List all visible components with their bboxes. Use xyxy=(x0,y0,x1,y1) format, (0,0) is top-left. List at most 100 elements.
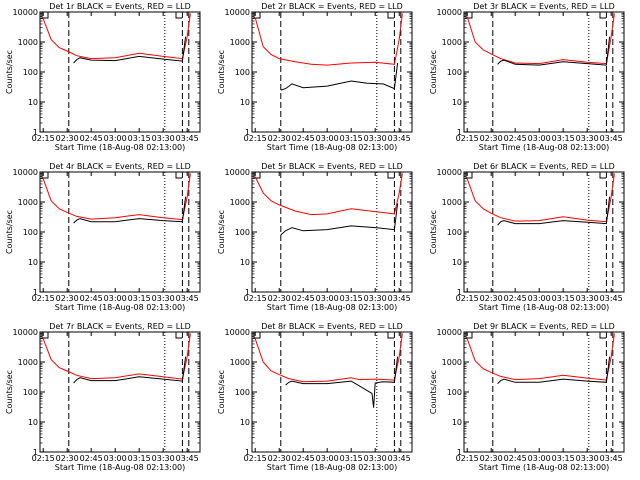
y-tick-label: 10 xyxy=(452,258,462,267)
chart-title: Det 4r BLACK = Events, RED = LLD xyxy=(49,162,191,171)
x-tick-label: 03:30 xyxy=(576,134,599,143)
y-tick-label: 1 xyxy=(33,128,38,137)
chart-panel-5: Det 5r BLACK = Events, RED = LLD 1 10 100 10… xyxy=(217,162,413,312)
x-tick-label: 02:15 xyxy=(244,294,267,303)
x-tick-label: 03:45 xyxy=(176,294,199,303)
x-tick-label: 02:45 xyxy=(80,454,103,463)
corner-marker xyxy=(387,172,394,179)
x-tick-label: 03:00 xyxy=(316,134,339,143)
x-tick-label: 02:30 xyxy=(56,294,79,303)
x-axis-label: Start Time (18-Aug-08 02:13:00) xyxy=(479,463,610,472)
y-tick-label: 100 xyxy=(235,388,250,397)
y-tick-label: 1000 xyxy=(230,38,250,47)
x-tick-label: 03:15 xyxy=(340,294,363,303)
x-tick-label: 03:30 xyxy=(152,134,175,143)
x-tick-label: 02:15 xyxy=(244,134,267,143)
x-tick-label: 02:45 xyxy=(504,134,527,143)
y-tick-label: 1000 xyxy=(442,38,462,47)
chart-title: Det 3r BLACK = Events, RED = LLD xyxy=(473,2,615,11)
chart-panel-9: Det 9r BLACK = Events, RED = LLD 1 10 100 10… xyxy=(429,322,625,472)
y-tick-label: 10 xyxy=(240,258,250,267)
chart-title: Det 1r BLACK = Events, RED = LLD xyxy=(49,2,191,11)
series-line-events xyxy=(497,196,611,226)
series-line-lld xyxy=(42,13,191,60)
x-axis-label: Start Time (18-Aug-08 02:13:00) xyxy=(479,303,610,312)
x-tick-label: 03:15 xyxy=(128,294,151,303)
x-tick-label: 02:15 xyxy=(456,294,479,303)
y-axis-label: Counts/sec xyxy=(429,370,438,414)
y-tick-label: 10 xyxy=(452,98,462,107)
x-tick-label: 03:45 xyxy=(388,134,411,143)
plot-frame xyxy=(251,171,413,293)
chart-title: Det 5r BLACK = Events, RED = LLD xyxy=(261,162,403,171)
x-tick-label: 03:45 xyxy=(388,454,411,463)
y-tick-label: 10 xyxy=(240,418,250,427)
y-tick-label: 1000 xyxy=(442,358,462,367)
x-tick-label: 02:30 xyxy=(56,134,79,143)
x-tick-label: 03:00 xyxy=(104,294,127,303)
corner-marker xyxy=(465,172,473,179)
series-line-events xyxy=(497,356,611,384)
y-tick-label: 1000 xyxy=(18,358,38,367)
x-tick-label: 03:15 xyxy=(552,134,575,143)
x-tick-label: 03:00 xyxy=(316,294,339,303)
x-tick-label: 03:00 xyxy=(528,294,551,303)
y-axis-label: Counts/sec xyxy=(429,50,438,94)
chart-title: Det 8r BLACK = Events, RED = LLD xyxy=(261,322,403,331)
y-tick-label: 10000 xyxy=(13,8,38,17)
y-tick-label: 100 xyxy=(23,228,38,237)
corner-marker xyxy=(465,332,473,339)
corner-marker xyxy=(599,12,606,19)
y-tick-label: 1 xyxy=(245,128,250,137)
x-axis-label: Start Time (18-Aug-08 02:13:00) xyxy=(479,143,610,152)
x-tick-label: 02:45 xyxy=(80,294,103,303)
corner-marker xyxy=(387,12,394,19)
x-tick-label: 02:30 xyxy=(480,134,503,143)
x-tick-label: 03:45 xyxy=(176,134,199,143)
corner-marker xyxy=(599,332,606,339)
y-tick-label: 100 xyxy=(447,68,462,77)
y-tick-label: 10 xyxy=(28,258,38,267)
series-line-lld xyxy=(466,333,615,381)
x-tick-label: 03:15 xyxy=(552,294,575,303)
corner-marker xyxy=(175,12,182,19)
x-tick-label: 03:45 xyxy=(176,454,199,463)
x-tick-label: 02:30 xyxy=(480,294,503,303)
y-tick-label: 10 xyxy=(452,418,462,427)
y-tick-label: 1 xyxy=(457,448,462,457)
x-tick-label: 02:15 xyxy=(244,454,267,463)
x-tick-label: 03:15 xyxy=(552,454,575,463)
y-tick-label: 10000 xyxy=(225,328,250,337)
x-tick-label: 03:00 xyxy=(104,454,127,463)
y-tick-label: 1000 xyxy=(442,198,462,207)
x-tick-label: 02:30 xyxy=(268,294,291,303)
x-tick-label: 03:30 xyxy=(152,454,175,463)
chart-title: Det 7r BLACK = Events, RED = LLD xyxy=(49,322,191,331)
y-tick-label: 10000 xyxy=(225,8,250,17)
x-axis-label: Start Time (18-Aug-08 02:13:00) xyxy=(267,303,398,312)
y-tick-label: 10000 xyxy=(437,8,462,17)
x-tick-label: 02:15 xyxy=(32,134,55,143)
x-axis-label: Start Time (18-Aug-08 02:13:00) xyxy=(267,143,398,152)
x-tick-label: 03:30 xyxy=(364,134,387,143)
series-line-events xyxy=(280,62,399,91)
y-tick-label: 10 xyxy=(28,418,38,427)
y-tick-label: 1 xyxy=(33,288,38,297)
x-tick-label: 02:30 xyxy=(480,454,503,463)
y-tick-label: 10 xyxy=(28,98,38,107)
x-tick-label: 03:00 xyxy=(528,454,551,463)
y-tick-label: 100 xyxy=(447,388,462,397)
chart-title: Det 2r BLACK = Events, RED = LLD xyxy=(261,2,403,11)
y-tick-label: 10000 xyxy=(437,328,462,337)
series-line-lld xyxy=(42,173,191,221)
chart-panel-3: Det 3r BLACK = Events, RED = LLD 1 10 100 10… xyxy=(429,2,625,152)
x-axis-label: Start Time (18-Aug-08 02:13:00) xyxy=(267,463,398,472)
x-tick-label: 02:45 xyxy=(504,294,527,303)
corner-marker xyxy=(175,172,182,179)
chart-title: Det 6r BLACK = Events, RED = LLD xyxy=(473,162,615,171)
series-line-lld xyxy=(466,13,615,65)
chart-panel-7: Det 7r BLACK = Events, RED = LLD 1 10 100 10… xyxy=(5,322,201,472)
x-tick-label: 02:15 xyxy=(32,454,55,463)
x-tick-label: 03:45 xyxy=(600,134,623,143)
y-tick-label: 1 xyxy=(33,448,38,457)
